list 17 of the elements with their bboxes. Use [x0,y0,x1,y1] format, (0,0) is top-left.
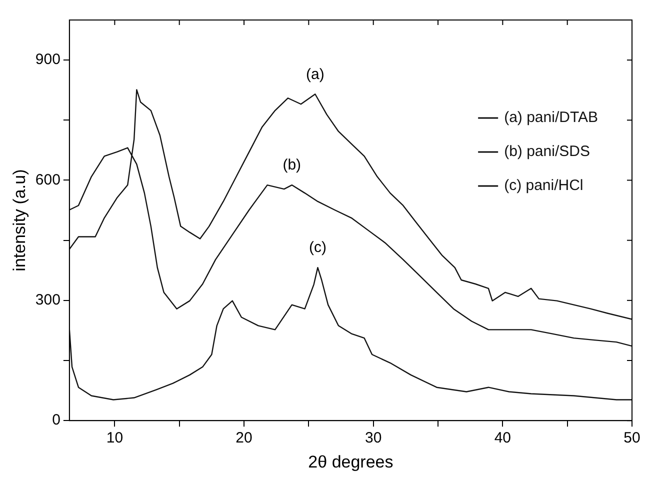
y-tick-label: 300 [35,292,60,309]
y-tick-label: 600 [35,171,60,188]
x-tick-label: 10 [106,430,124,447]
annotation: (b) [282,156,302,174]
annotation: (a) [306,66,324,83]
x-tick-label: 30 [365,430,382,447]
legend-label: (c) pani/HCl [504,177,584,194]
x-tick-label: 20 [236,430,252,447]
y-axis-title: intensity (a.u) [10,169,29,272]
x-tick-label: 40 [494,430,512,447]
x-axis-title: 2θ degrees [308,452,394,472]
x-tick-label: 50 [624,430,640,447]
legend-label: (b) pani/SDS [504,143,590,160]
annotation: (c) [308,239,326,256]
y-tick-label: 900 [35,51,60,68]
y-tick-label: 0 [52,412,60,429]
legend-label: (a) pani/DTAB [504,109,598,126]
